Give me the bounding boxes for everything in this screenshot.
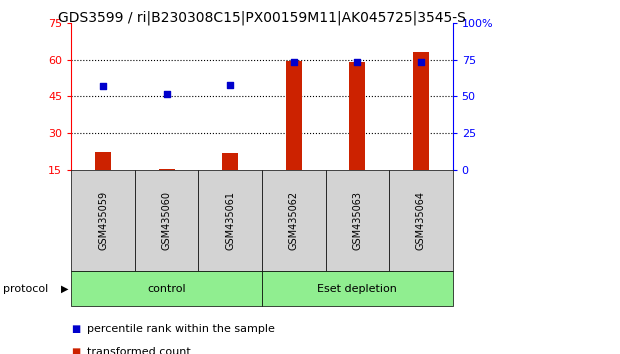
Text: ■: ■: [71, 347, 81, 354]
Bar: [413, 52, 429, 170]
Text: Eset depletion: Eset depletion: [317, 284, 397, 293]
Bar: [349, 62, 365, 170]
Text: percentile rank within the sample: percentile rank within the sample: [87, 324, 275, 334]
Text: ■: ■: [71, 324, 81, 334]
Point: [289, 59, 299, 65]
Point: [416, 59, 426, 65]
Text: GSM435064: GSM435064: [416, 191, 426, 250]
Point: [352, 59, 362, 65]
Text: GSM435062: GSM435062: [289, 191, 299, 250]
Point: [98, 83, 108, 89]
Bar: [222, 153, 238, 170]
Text: ▶: ▶: [61, 284, 69, 293]
Text: control: control: [148, 284, 186, 293]
Text: GDS3599 / ri|B230308C15|PX00159M11|AK045725|3545-S: GDS3599 / ri|B230308C15|PX00159M11|AK045…: [58, 11, 466, 25]
Text: GSM435063: GSM435063: [352, 191, 362, 250]
Text: protocol: protocol: [3, 284, 48, 293]
Point: [162, 91, 172, 96]
Bar: [159, 169, 175, 170]
Text: transformed count: transformed count: [87, 347, 190, 354]
Point: [225, 82, 235, 88]
Bar: [286, 61, 302, 170]
Text: GSM435061: GSM435061: [225, 191, 235, 250]
Text: GSM435060: GSM435060: [162, 191, 172, 250]
Text: GSM435059: GSM435059: [98, 191, 108, 250]
Bar: [95, 152, 111, 170]
